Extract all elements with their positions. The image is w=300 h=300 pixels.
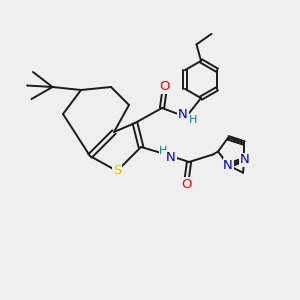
Text: N: N <box>239 154 249 166</box>
Text: O: O <box>181 178 191 191</box>
Text: N: N <box>223 159 233 172</box>
Text: N: N <box>166 151 176 164</box>
Text: H: H <box>189 115 198 125</box>
Text: H: H <box>159 146 168 156</box>
Text: O: O <box>160 80 170 94</box>
Text: N: N <box>178 107 188 121</box>
Text: S: S <box>113 164 121 178</box>
